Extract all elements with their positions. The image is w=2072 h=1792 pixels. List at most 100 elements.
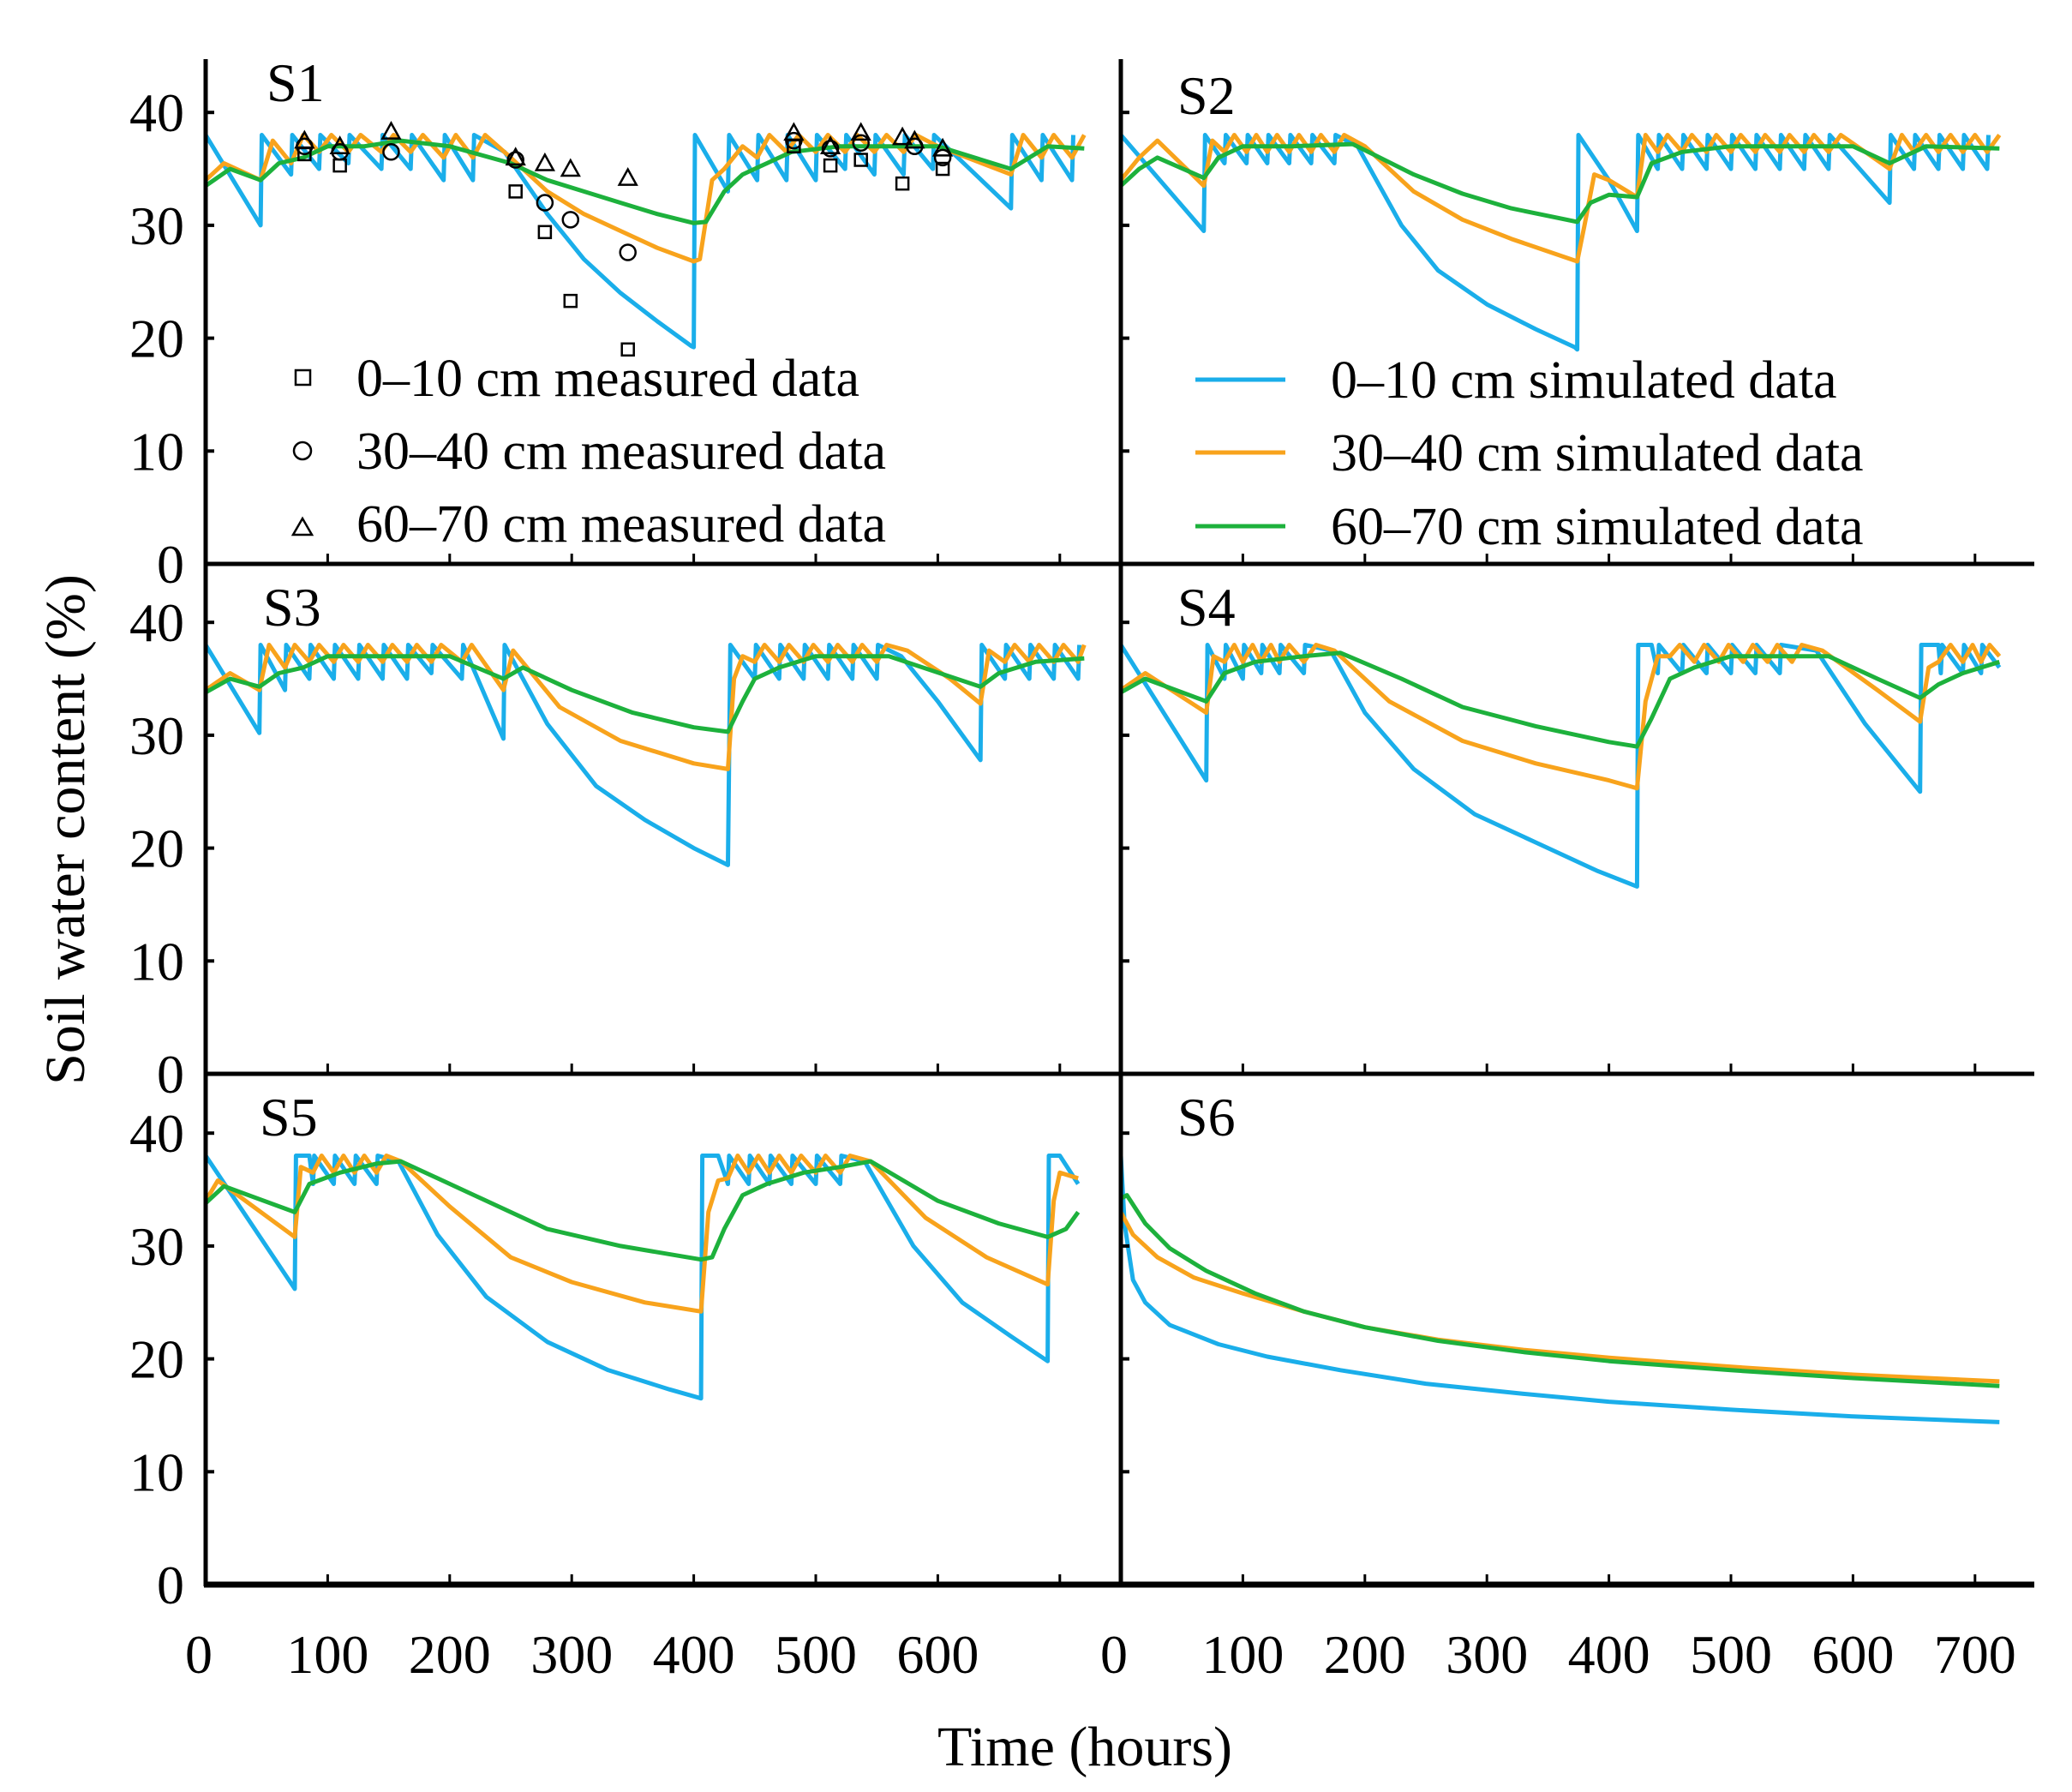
legend-measured-60-70: 60‒70 cm measured data	[356, 495, 886, 554]
measured-point-60-70	[850, 122, 871, 141]
x-tick-label: 200	[409, 1624, 491, 1685]
legend-measured-0-10: 0‒10 cm measured data	[356, 350, 859, 408]
series-line-d0-10-s5	[203, 1154, 1081, 1401]
measured-point-0-10	[537, 225, 553, 240]
measured-point-60-70	[931, 137, 954, 157]
series-line-d60-70-s4	[1119, 650, 2001, 749]
measured-point-60-70	[294, 129, 315, 149]
series-line-d30-40-s3	[204, 643, 1087, 771]
series-layer	[203, 121, 2002, 1424]
series-line-d60-70-s1	[204, 138, 1085, 225]
y-tick-label: 0	[157, 1044, 184, 1105]
triangle-marker-icon	[290, 516, 314, 536]
series-line-d30-40-s5	[203, 1154, 1079, 1314]
y-tick-label: 10	[129, 1441, 184, 1502]
y-tick-label: 40	[129, 1103, 184, 1164]
panel-s4	[1118, 643, 2002, 889]
x-tick-label: 200	[1324, 1624, 1406, 1685]
panel-label-s3: S3	[263, 577, 321, 638]
panel-label-s4: S4	[1177, 577, 1236, 638]
series-line-d60-70-s5	[204, 1159, 1081, 1262]
measured-point-30-40	[619, 243, 637, 261]
panel-label-s2: S2	[1177, 65, 1236, 126]
x-tick-label: 700	[1934, 1624, 2016, 1685]
series-line-d60-70-s2	[1119, 141, 2000, 225]
x-tick-label: 300	[530, 1624, 613, 1685]
legend-measured: 0‒10 cm measured data 30‒40 cm measured …	[290, 350, 886, 554]
panel-s1	[203, 121, 1087, 357]
y-axis-label: Soil water content (%)	[34, 574, 97, 1085]
panel-label-s6: S6	[1177, 1087, 1236, 1148]
y-tick-label: 20	[129, 1329, 184, 1390]
y-tick-label: 20	[129, 818, 184, 879]
x-tick-label: 400	[1568, 1624, 1650, 1685]
measured-point-0-10	[935, 161, 950, 177]
y-tick-label: 30	[129, 195, 184, 256]
x-tick-label: 600	[896, 1624, 979, 1685]
x-axis-label: Time (hours)	[937, 1716, 1232, 1778]
measured-point-60-70	[617, 167, 638, 186]
y-tick-label: 0	[157, 534, 184, 595]
y-tick-label: 40	[129, 82, 184, 143]
x-tick-label: 400	[653, 1624, 735, 1685]
circle-marker-icon	[292, 441, 313, 461]
measured-point-60-70	[891, 126, 913, 146]
square-marker-icon	[294, 369, 312, 387]
panel-s5	[203, 1154, 1081, 1401]
y-tick-label: 40	[129, 592, 184, 653]
measured-point-30-40	[933, 148, 952, 167]
measured-point-0-10	[853, 153, 868, 167]
measured-point-30-40	[536, 194, 554, 212]
x-tick-label: 100	[1201, 1624, 1284, 1685]
legend-simulated-60-70: 60‒70 cm simulated data	[1331, 498, 1864, 556]
x-tick-label: 500	[775, 1624, 857, 1685]
panel-s2	[1119, 133, 2002, 352]
measured-point-60-70	[329, 135, 350, 154]
x-tick-label: 100	[286, 1624, 368, 1685]
measured-point-60-70	[560, 158, 581, 177]
panel-label-s1: S1	[266, 52, 325, 113]
measured-point-0-10	[508, 184, 523, 199]
measured-point-30-40	[506, 151, 524, 169]
x-tick-label: 0	[185, 1624, 213, 1685]
y-tick-label: 0	[157, 1555, 184, 1615]
measured-point-60-70	[534, 152, 555, 171]
y-tick-label: 10	[129, 931, 184, 992]
x-tick-label: 300	[1446, 1624, 1528, 1685]
legend-simulated: 0‒10 cm simulated data 30‒40 cm simulate…	[1195, 351, 1864, 556]
x-tick-label: 0	[1100, 1624, 1128, 1685]
measured-point-0-10	[895, 176, 910, 191]
measured-point-60-70	[904, 129, 925, 149]
panel-s3	[203, 643, 1087, 867]
measured-point-60-70	[380, 121, 402, 140]
measured-point-0-10	[620, 342, 635, 357]
series-line-d60-70-s3	[204, 654, 1085, 734]
series-line-d0-10-s2	[1119, 133, 1991, 352]
measured-point-60-70	[505, 147, 526, 166]
measured-point-0-10	[563, 293, 578, 309]
y-tick-label: 30	[129, 705, 184, 766]
legend-measured-30-40: 30‒40 cm measured data	[356, 423, 886, 481]
measured-point-30-40	[821, 140, 840, 158]
measured-point-30-40	[852, 134, 870, 153]
y-tick-label: 20	[129, 309, 184, 369]
measured-point-60-70	[819, 135, 841, 154]
panel-label-s5: S5	[260, 1087, 318, 1148]
measured-point-30-40	[382, 143, 400, 161]
series-line-d30-40-s4	[1119, 643, 2002, 791]
series-line-d60-70-s6	[1119, 1193, 2000, 1388]
x-tick-label: 600	[1812, 1624, 1894, 1685]
measured-point-60-70	[783, 122, 805, 141]
axes-layer	[203, 59, 2034, 1588]
measured-point-30-40	[561, 211, 580, 229]
y-tick-label: 30	[129, 1216, 184, 1277]
y-tick-label: 10	[129, 421, 184, 482]
series-line-d0-10-s6	[1118, 1155, 2000, 1424]
x-tick-label: 500	[1690, 1624, 1772, 1685]
panel-s6	[1118, 1155, 2000, 1424]
legend-simulated-0-10: 0‒10 cm simulated data	[1331, 351, 1837, 410]
legend-simulated-30-40: 30‒40 cm simulated data	[1331, 424, 1864, 482]
measured-point-0-10	[823, 158, 838, 173]
